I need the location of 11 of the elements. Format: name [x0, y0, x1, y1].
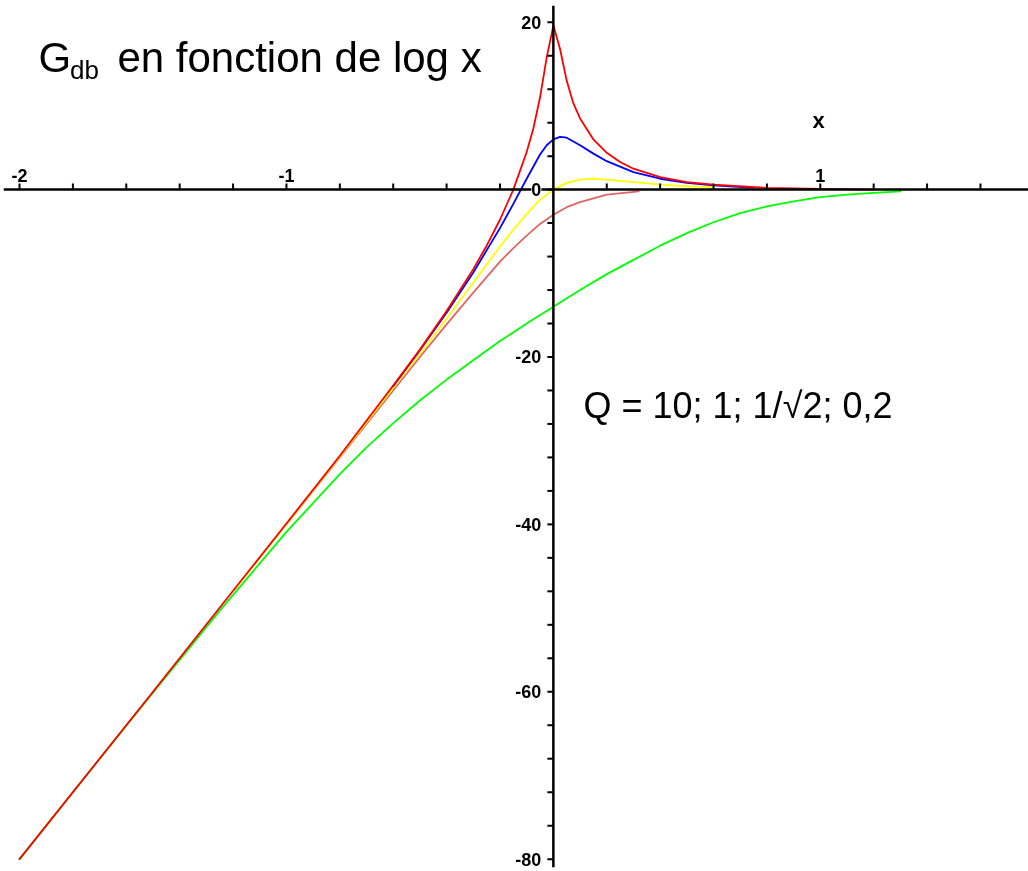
x-axis-title: x [812, 108, 826, 133]
y-tick-label: -40 [515, 514, 542, 535]
x-tick-label: 1 [815, 165, 826, 186]
y-tick-label: 20 [521, 12, 542, 33]
x-tick-label: -1 [278, 165, 295, 186]
y-tick-label: 0 [531, 180, 542, 201]
annotation: Q = 10; 1; 1/√2; 0,2 [583, 385, 893, 426]
y-tick-label: -60 [515, 682, 542, 703]
y-tick-label: -20 [515, 347, 542, 368]
x-tick-label: -2 [11, 165, 28, 186]
y-tick-label: -80 [515, 849, 542, 870]
